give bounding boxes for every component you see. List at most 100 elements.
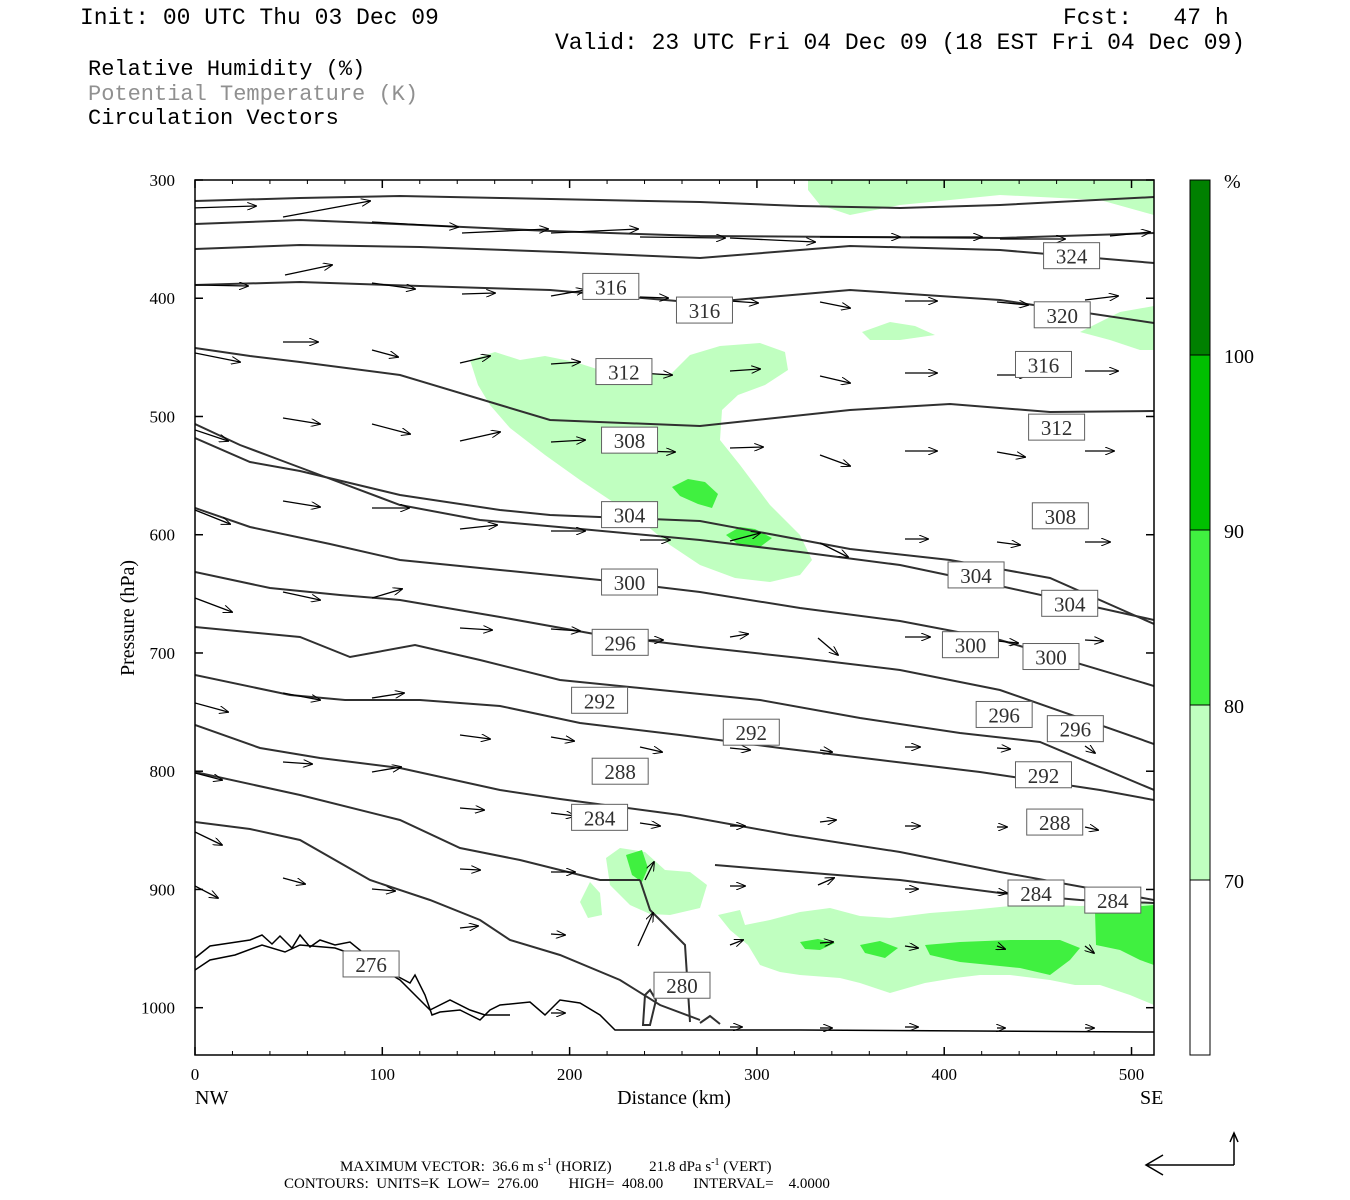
rh-region-right-420 (1080, 306, 1154, 350)
circulation-vectors (195, 201, 1150, 1028)
contour-label-box (675, 296, 733, 324)
colorbar-ticks: 70 80 90 100 (1224, 346, 1254, 893)
contour-line (641, 988, 658, 1026)
circulation-vector (550, 629, 580, 631)
x-tick-label: 500 (1119, 1065, 1145, 1084)
circulation-vector (644, 862, 654, 881)
circulation-vector (729, 447, 763, 448)
y-axis: 300 400 500 600 700 800 900 1000 (141, 171, 1154, 1018)
reference-vector (1144, 1131, 1239, 1176)
rh-region-low-right-dark-3 (860, 941, 898, 958)
circulation-vector (282, 762, 312, 764)
contour-label: 276 (355, 953, 387, 977)
contour-label-box (342, 950, 400, 978)
circulation-vector (459, 869, 480, 870)
vert-exp: -1 (711, 1157, 720, 1168)
horiz-value: 36.6 m s (492, 1159, 544, 1175)
y-tick-label: 500 (150, 407, 176, 426)
contour-labels: 324 316 316 320 316 312 312 308 304 308 300 304 304 2… (342, 242, 1142, 999)
circulation-vector (371, 423, 410, 434)
circulation-vector (1084, 746, 1095, 753)
contour-label-box (1007, 879, 1065, 907)
colorbar-segment-below-70 (1189, 879, 1211, 1056)
colorbar-segment-100 (1189, 179, 1211, 356)
contour-label: 288 (1039, 811, 1071, 835)
circulation-vector (729, 369, 760, 371)
contour-label: 284 (1020, 882, 1052, 906)
contour-line (195, 423, 1154, 621)
contour-label-box (1033, 301, 1091, 329)
contour-line (195, 243, 1154, 264)
circulation-vector (371, 693, 404, 699)
circulation-vector (284, 265, 332, 276)
colorbar-tick-label: 80 (1224, 696, 1244, 718)
contour-label: 308 (614, 429, 646, 453)
circulation-vector (639, 297, 668, 298)
circulation-vector (1084, 296, 1118, 300)
contour-label: 308 (1045, 505, 1077, 529)
colorbar-tick-label: 100 (1224, 346, 1254, 368)
circulation-vector (195, 597, 232, 612)
circulation-vector (459, 525, 497, 529)
contour-label: 296 (988, 703, 1020, 727)
contour-line (195, 626, 1154, 791)
colorbar: % 70 80 90 100 (1189, 171, 1254, 1056)
colorbar-unit: % (1224, 171, 1241, 193)
circulation-vector (729, 748, 750, 750)
footer-contours: CONTOURS: UNITS=K LOW= 276.00 HIGH= 408.… (284, 1176, 830, 1192)
legend-theta: Potential Temperature (K) (88, 82, 419, 107)
contour-label: 284 (584, 806, 616, 830)
circulation-vector (550, 934, 565, 935)
reference-vector-vert-head (1229, 1131, 1239, 1143)
forecast-hour: Fcst: 47 h (1063, 5, 1229, 31)
legend-vectors: Circulation Vectors (88, 106, 339, 131)
y-tick-label: 300 (150, 171, 176, 190)
circulation-vector (459, 808, 484, 810)
contour-label: 292 (584, 689, 616, 713)
circulation-vector (1084, 640, 1103, 641)
contour-label-box (1084, 886, 1142, 914)
circulation-vector (637, 913, 653, 947)
circulation-vector (282, 500, 320, 507)
rh-region-mid (470, 343, 812, 582)
contour-label: 288 (604, 760, 636, 784)
contour-label: 304 (960, 564, 992, 588)
y-tick-label: 700 (150, 644, 176, 663)
circulation-vector (639, 823, 660, 826)
contour-label: 304 (1054, 592, 1086, 616)
circulation-vector (371, 889, 395, 891)
contour-line (195, 218, 1154, 240)
circulation-vector (639, 747, 662, 752)
contour-label-box (1028, 413, 1086, 441)
circulation-vector (195, 885, 218, 898)
contour-label-box (1014, 350, 1072, 378)
y-tick-label: 1000 (141, 999, 175, 1018)
circulation-vector (819, 301, 850, 308)
contour-line (699, 1014, 721, 1025)
contour-label: 312 (1041, 416, 1073, 440)
circulation-vector (550, 290, 585, 297)
circulation-vector (729, 634, 748, 637)
y-tick-label: 900 (150, 880, 176, 899)
vert-unit: (VERT) (723, 1159, 772, 1175)
contour-label: 320 (1046, 304, 1078, 328)
circulation-vector (195, 352, 240, 362)
circulation-vector (371, 589, 402, 599)
contour-line (195, 194, 1154, 210)
circulation-vector (195, 206, 256, 208)
circulation-vector (1084, 827, 1098, 830)
circulation-vector (550, 362, 580, 364)
rh-region-upper-right (808, 180, 1154, 215)
circulation-vector (550, 737, 574, 741)
circulation-vector (195, 509, 230, 524)
rh-region-low-center (606, 848, 707, 915)
contour-label-box (571, 686, 629, 714)
contour-label: 284 (1097, 889, 1129, 913)
circulation-vector (195, 831, 222, 845)
valid-time: Valid: 23 UTC Fri 04 Dec 09 (18 EST Fri … (555, 30, 1246, 56)
contour-label-box (1041, 589, 1099, 617)
contour-label-box (595, 358, 653, 386)
circulation-vector (461, 229, 548, 234)
circulation-vector (282, 201, 370, 218)
contour-label-box (1026, 808, 1084, 836)
